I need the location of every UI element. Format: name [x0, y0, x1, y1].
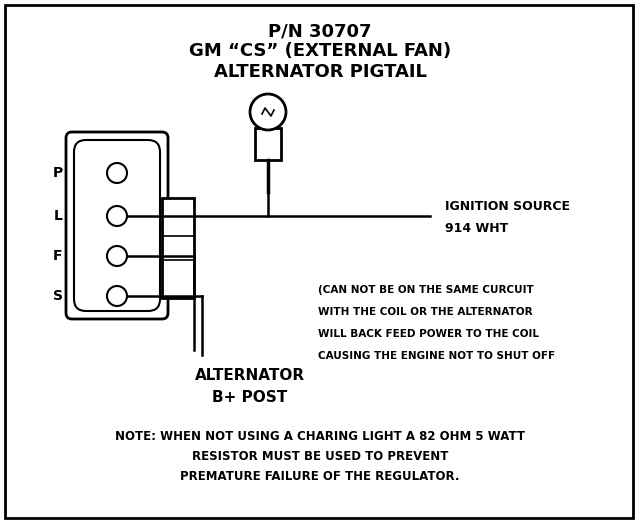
Text: CAUSING THE ENGINE NOT TO SHUT OFF: CAUSING THE ENGINE NOT TO SHUT OFF: [318, 351, 555, 361]
Text: P/N 30707: P/N 30707: [268, 22, 372, 40]
FancyBboxPatch shape: [74, 140, 160, 311]
Text: F: F: [53, 249, 63, 263]
Circle shape: [250, 94, 286, 130]
Text: WITH THE COIL OR THE ALTERNATOR: WITH THE COIL OR THE ALTERNATOR: [318, 307, 532, 317]
Text: S: S: [53, 289, 63, 303]
Bar: [255, 128, 281, 160]
Circle shape: [107, 163, 127, 183]
Text: (CAN NOT BE ON THE SAME CURCUIT: (CAN NOT BE ON THE SAME CURCUIT: [318, 285, 534, 295]
Text: WILL BACK FEED POWER TO THE COIL: WILL BACK FEED POWER TO THE COIL: [318, 329, 539, 339]
Text: NOTE: WHEN NOT USING A CHARING LIGHT A 82 OHM 5 WATT: NOTE: WHEN NOT USING A CHARING LIGHT A 8…: [115, 430, 525, 443]
Text: ALTERNATOR: ALTERNATOR: [195, 368, 305, 383]
Circle shape: [107, 206, 127, 226]
FancyBboxPatch shape: [66, 132, 168, 319]
Text: B+ POST: B+ POST: [212, 390, 287, 405]
Circle shape: [107, 286, 127, 306]
Circle shape: [107, 246, 127, 266]
Text: 914 WHT: 914 WHT: [445, 222, 508, 235]
Text: RESISTOR MUST BE USED TO PREVENT: RESISTOR MUST BE USED TO PREVENT: [192, 450, 448, 463]
Text: P: P: [53, 166, 63, 180]
Text: PREMATURE FAILURE OF THE REGULATOR.: PREMATURE FAILURE OF THE REGULATOR.: [180, 470, 460, 483]
Text: GM “CS” (EXTERNAL FAN): GM “CS” (EXTERNAL FAN): [189, 42, 451, 60]
Text: IGNITION SOURCE: IGNITION SOURCE: [445, 200, 570, 213]
Text: ALTERNATOR PIGTAIL: ALTERNATOR PIGTAIL: [214, 63, 426, 81]
Bar: [162, 198, 194, 298]
Text: L: L: [54, 209, 63, 223]
